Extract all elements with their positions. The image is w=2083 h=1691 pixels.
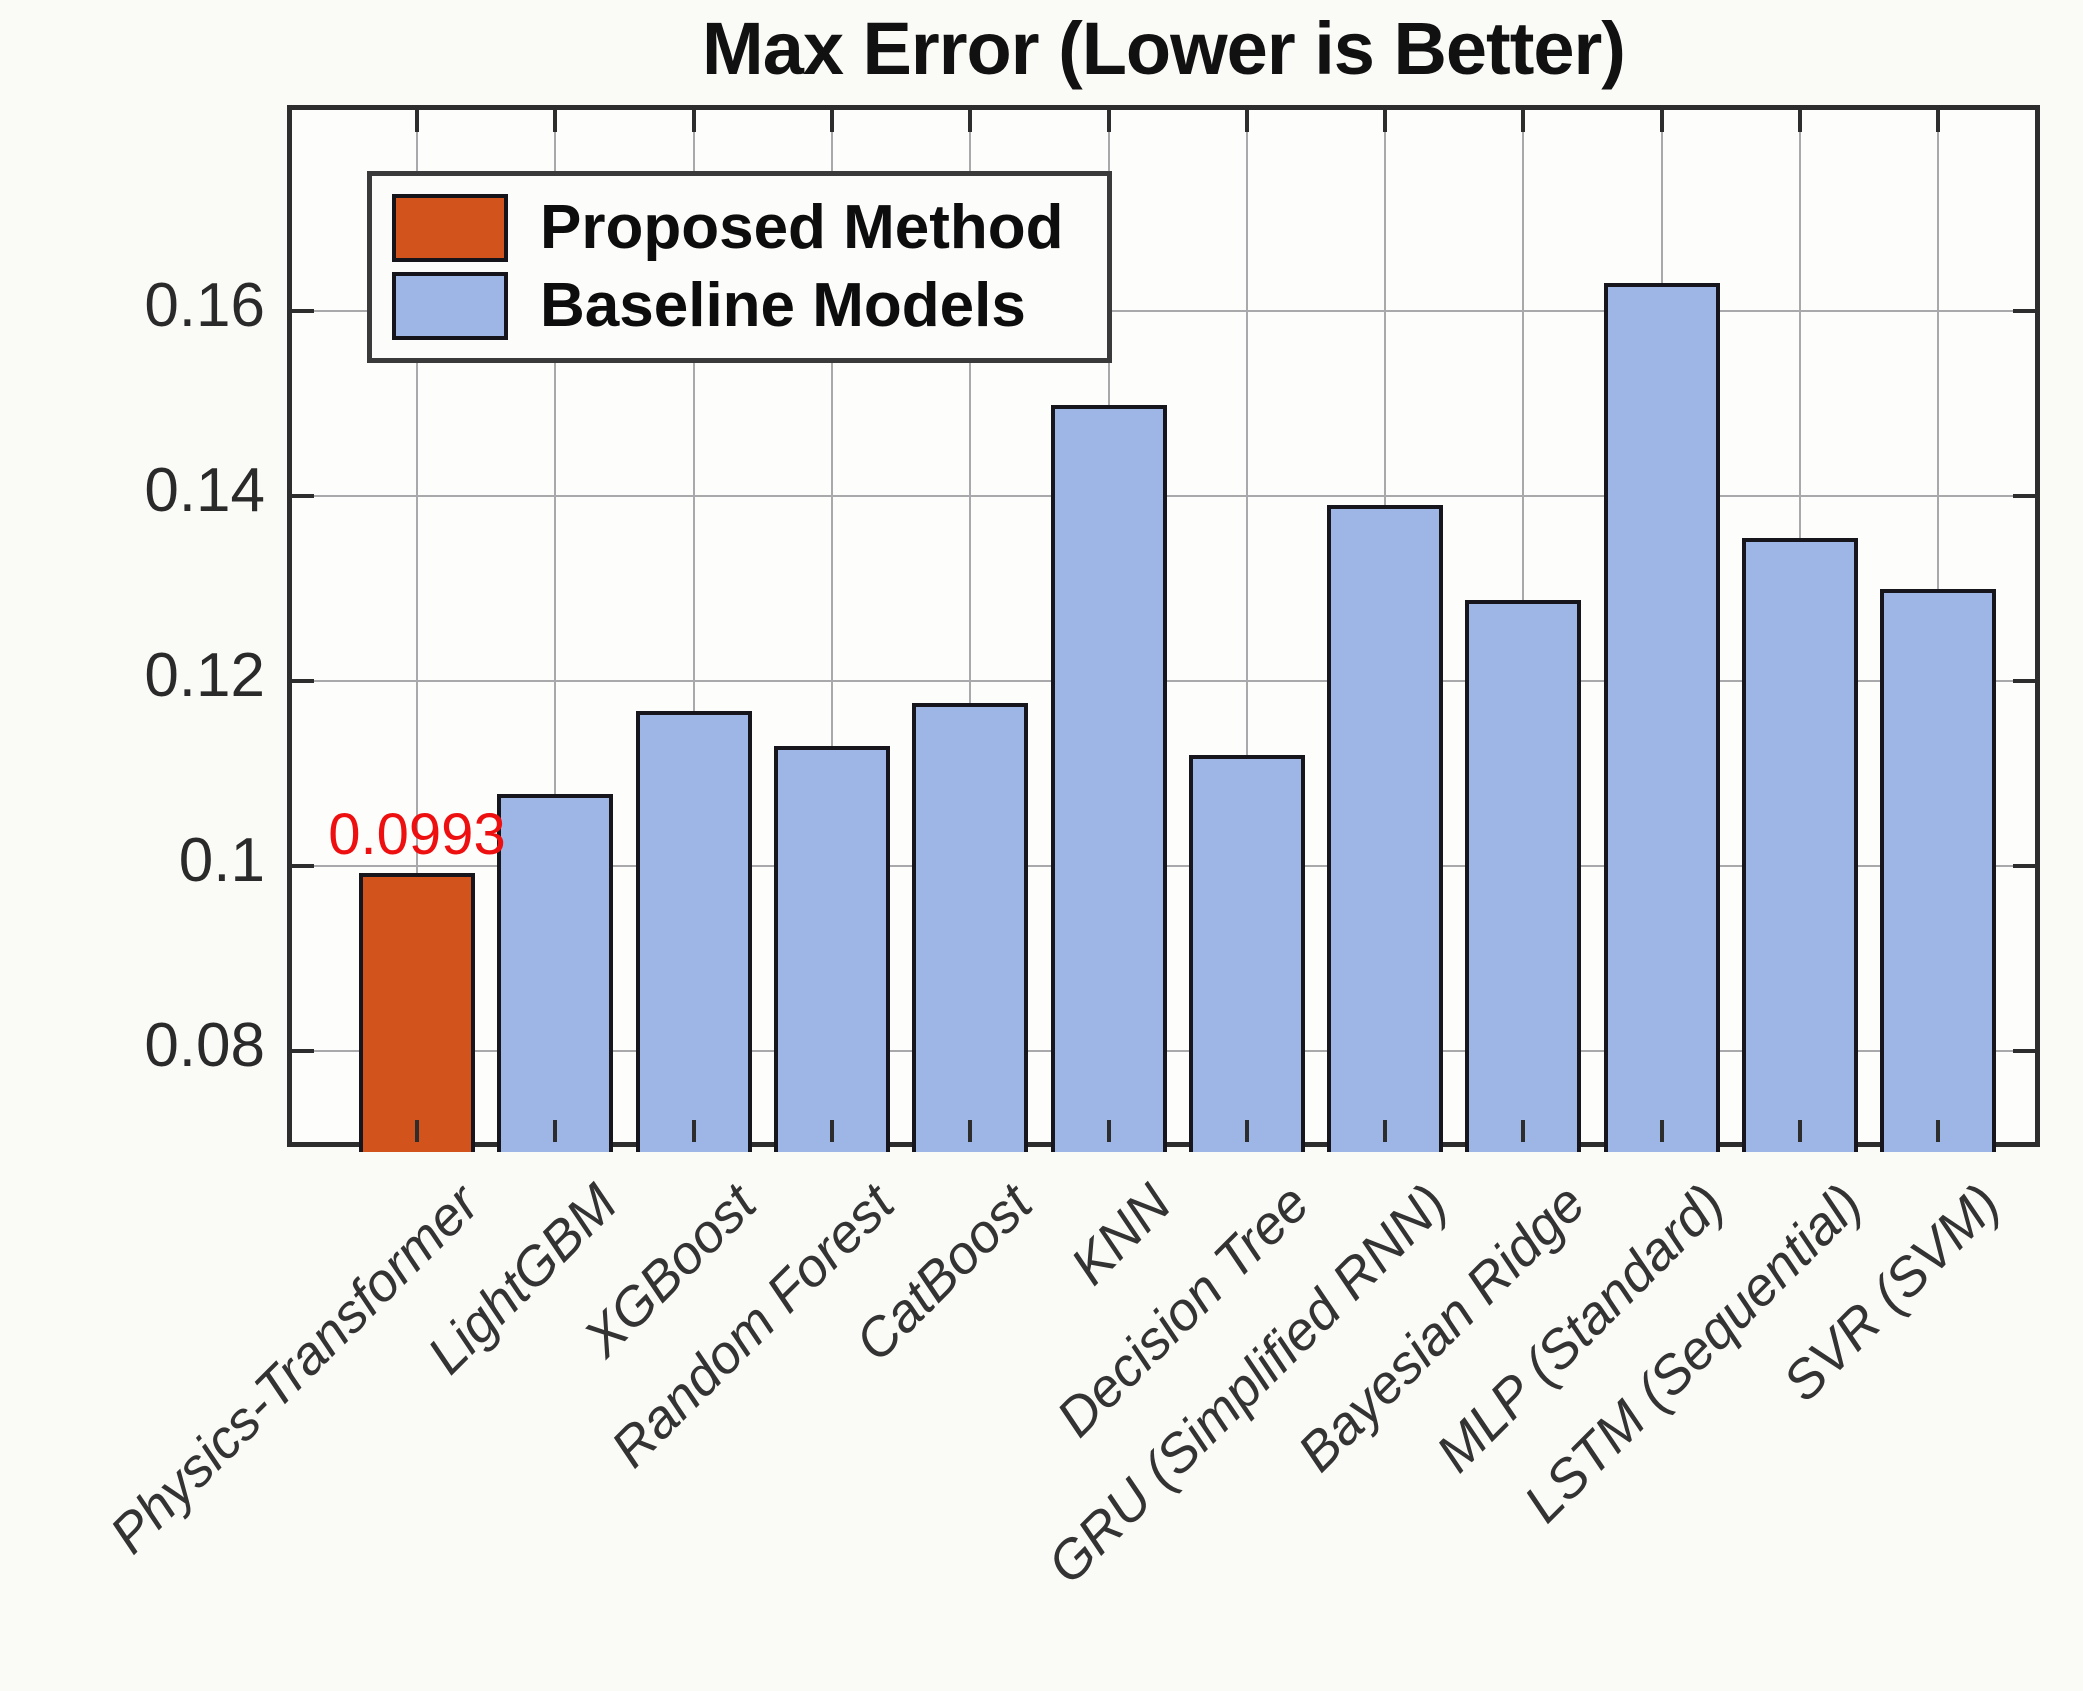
bar-decision-tree xyxy=(1188,755,1305,1152)
vertical-gridline-xgboost xyxy=(692,110,695,1142)
vertical-gridline-lightgbm xyxy=(554,110,557,1142)
y-tick-right-0.14 xyxy=(2013,493,2035,498)
y-tick-left-0.14 xyxy=(292,493,314,498)
x-tick-top-knn xyxy=(1106,110,1111,132)
legend-label-baseline-models: Baseline Models xyxy=(540,271,1026,340)
vertical-gridline-catboost xyxy=(969,110,972,1142)
bar-bayesian-ridge xyxy=(1465,600,1582,1152)
x-tick-bottom-lightgbm xyxy=(553,1120,558,1142)
y-tick-left-0.16 xyxy=(292,308,314,313)
x-tick-bottom-physics-transformer xyxy=(415,1120,419,1142)
y-tick-right-0.08 xyxy=(2013,1049,2035,1054)
y-tick-label-0.16: 0.16 xyxy=(144,270,265,340)
y-tick-left-0.08 xyxy=(292,1049,314,1054)
vertical-gridline-physics-transformer xyxy=(416,110,418,1142)
x-tick-top-xgboost xyxy=(691,110,696,132)
chart-title: Max Error (Lower is Better) xyxy=(702,7,1626,90)
y-tick-right-0.12 xyxy=(2013,678,2035,683)
x-tick-top-decision-tree xyxy=(1244,110,1249,132)
legend-item-baseline-models: Baseline Models xyxy=(392,272,1107,340)
x-tick-bottom-gru-simplified-rnn xyxy=(1383,1120,1388,1142)
y-tick-label-0.12: 0.12 xyxy=(144,640,265,710)
legend-label-proposed-method: Proposed Method xyxy=(540,193,1064,262)
x-tick-bottom-catboost xyxy=(968,1120,973,1142)
x-tick-bottom-mlp-standard xyxy=(1659,1120,1664,1142)
x-tick-bottom-lstm-sequential xyxy=(1798,1120,1802,1142)
x-tick-top-catboost xyxy=(968,110,973,132)
horizontal-gridline-0.16 xyxy=(292,309,2035,312)
y-tick-label-0.1: 0.1 xyxy=(178,826,265,896)
x-tick-top-bayesian-ridge xyxy=(1521,110,1526,132)
bar-lightgbm xyxy=(497,793,614,1152)
x-tick-top-random-forest xyxy=(829,110,834,132)
legend-swatch-baseline-models xyxy=(392,272,508,340)
legend-swatch-proposed-method xyxy=(392,194,508,262)
x-tick-top-mlp-standard xyxy=(1659,110,1664,132)
vertical-gridline-random-forest xyxy=(830,110,833,1142)
bar-xgboost xyxy=(635,710,752,1152)
legend: Proposed Method Baseline Models xyxy=(367,171,1112,363)
bar-random-forest xyxy=(773,745,890,1152)
y-tick-label-0.14: 0.14 xyxy=(144,455,265,525)
y-tick-right-0.16 xyxy=(2013,308,2035,313)
x-tick-top-svr-svm xyxy=(1936,110,1941,132)
bar-mlp-standard xyxy=(1603,283,1720,1152)
x-tick-bottom-random-forest xyxy=(829,1120,834,1142)
legend-item-proposed-method: Proposed Method xyxy=(392,194,1107,262)
plot-area: 0.0993 xyxy=(287,105,2040,1152)
x-tick-bottom-decision-tree xyxy=(1244,1120,1249,1142)
bar-gru-simplified-rnn xyxy=(1327,505,1444,1152)
x-tick-top-gru-simplified-rnn xyxy=(1383,110,1388,132)
bar-knn xyxy=(1050,405,1167,1152)
x-tick-bottom-knn xyxy=(1106,1120,1111,1142)
y-tick-label-0.08: 0.08 xyxy=(144,1011,265,1081)
y-tick-left-0.1 xyxy=(292,864,314,869)
bar-lstm-sequential xyxy=(1742,537,1858,1152)
x-tick-bottom-xgboost xyxy=(691,1120,696,1142)
x-tick-top-lightgbm xyxy=(553,110,558,132)
x-tick-bottom-bayesian-ridge xyxy=(1521,1120,1526,1142)
bar-svr-svm xyxy=(1880,589,1997,1152)
value-label-physics-transformer: 0.0993 xyxy=(328,801,506,867)
y-tick-right-0.1 xyxy=(2013,864,2035,869)
x-tick-bottom-svr-svm xyxy=(1936,1120,1941,1142)
vertical-gridline-decision-tree xyxy=(1245,110,1248,1142)
x-tick-top-physics-transformer xyxy=(415,110,419,132)
bar-physics-transformer xyxy=(359,872,475,1152)
bar-catboost xyxy=(912,703,1029,1152)
y-tick-left-0.12 xyxy=(292,678,314,683)
x-tick-top-lstm-sequential xyxy=(1798,110,1802,132)
